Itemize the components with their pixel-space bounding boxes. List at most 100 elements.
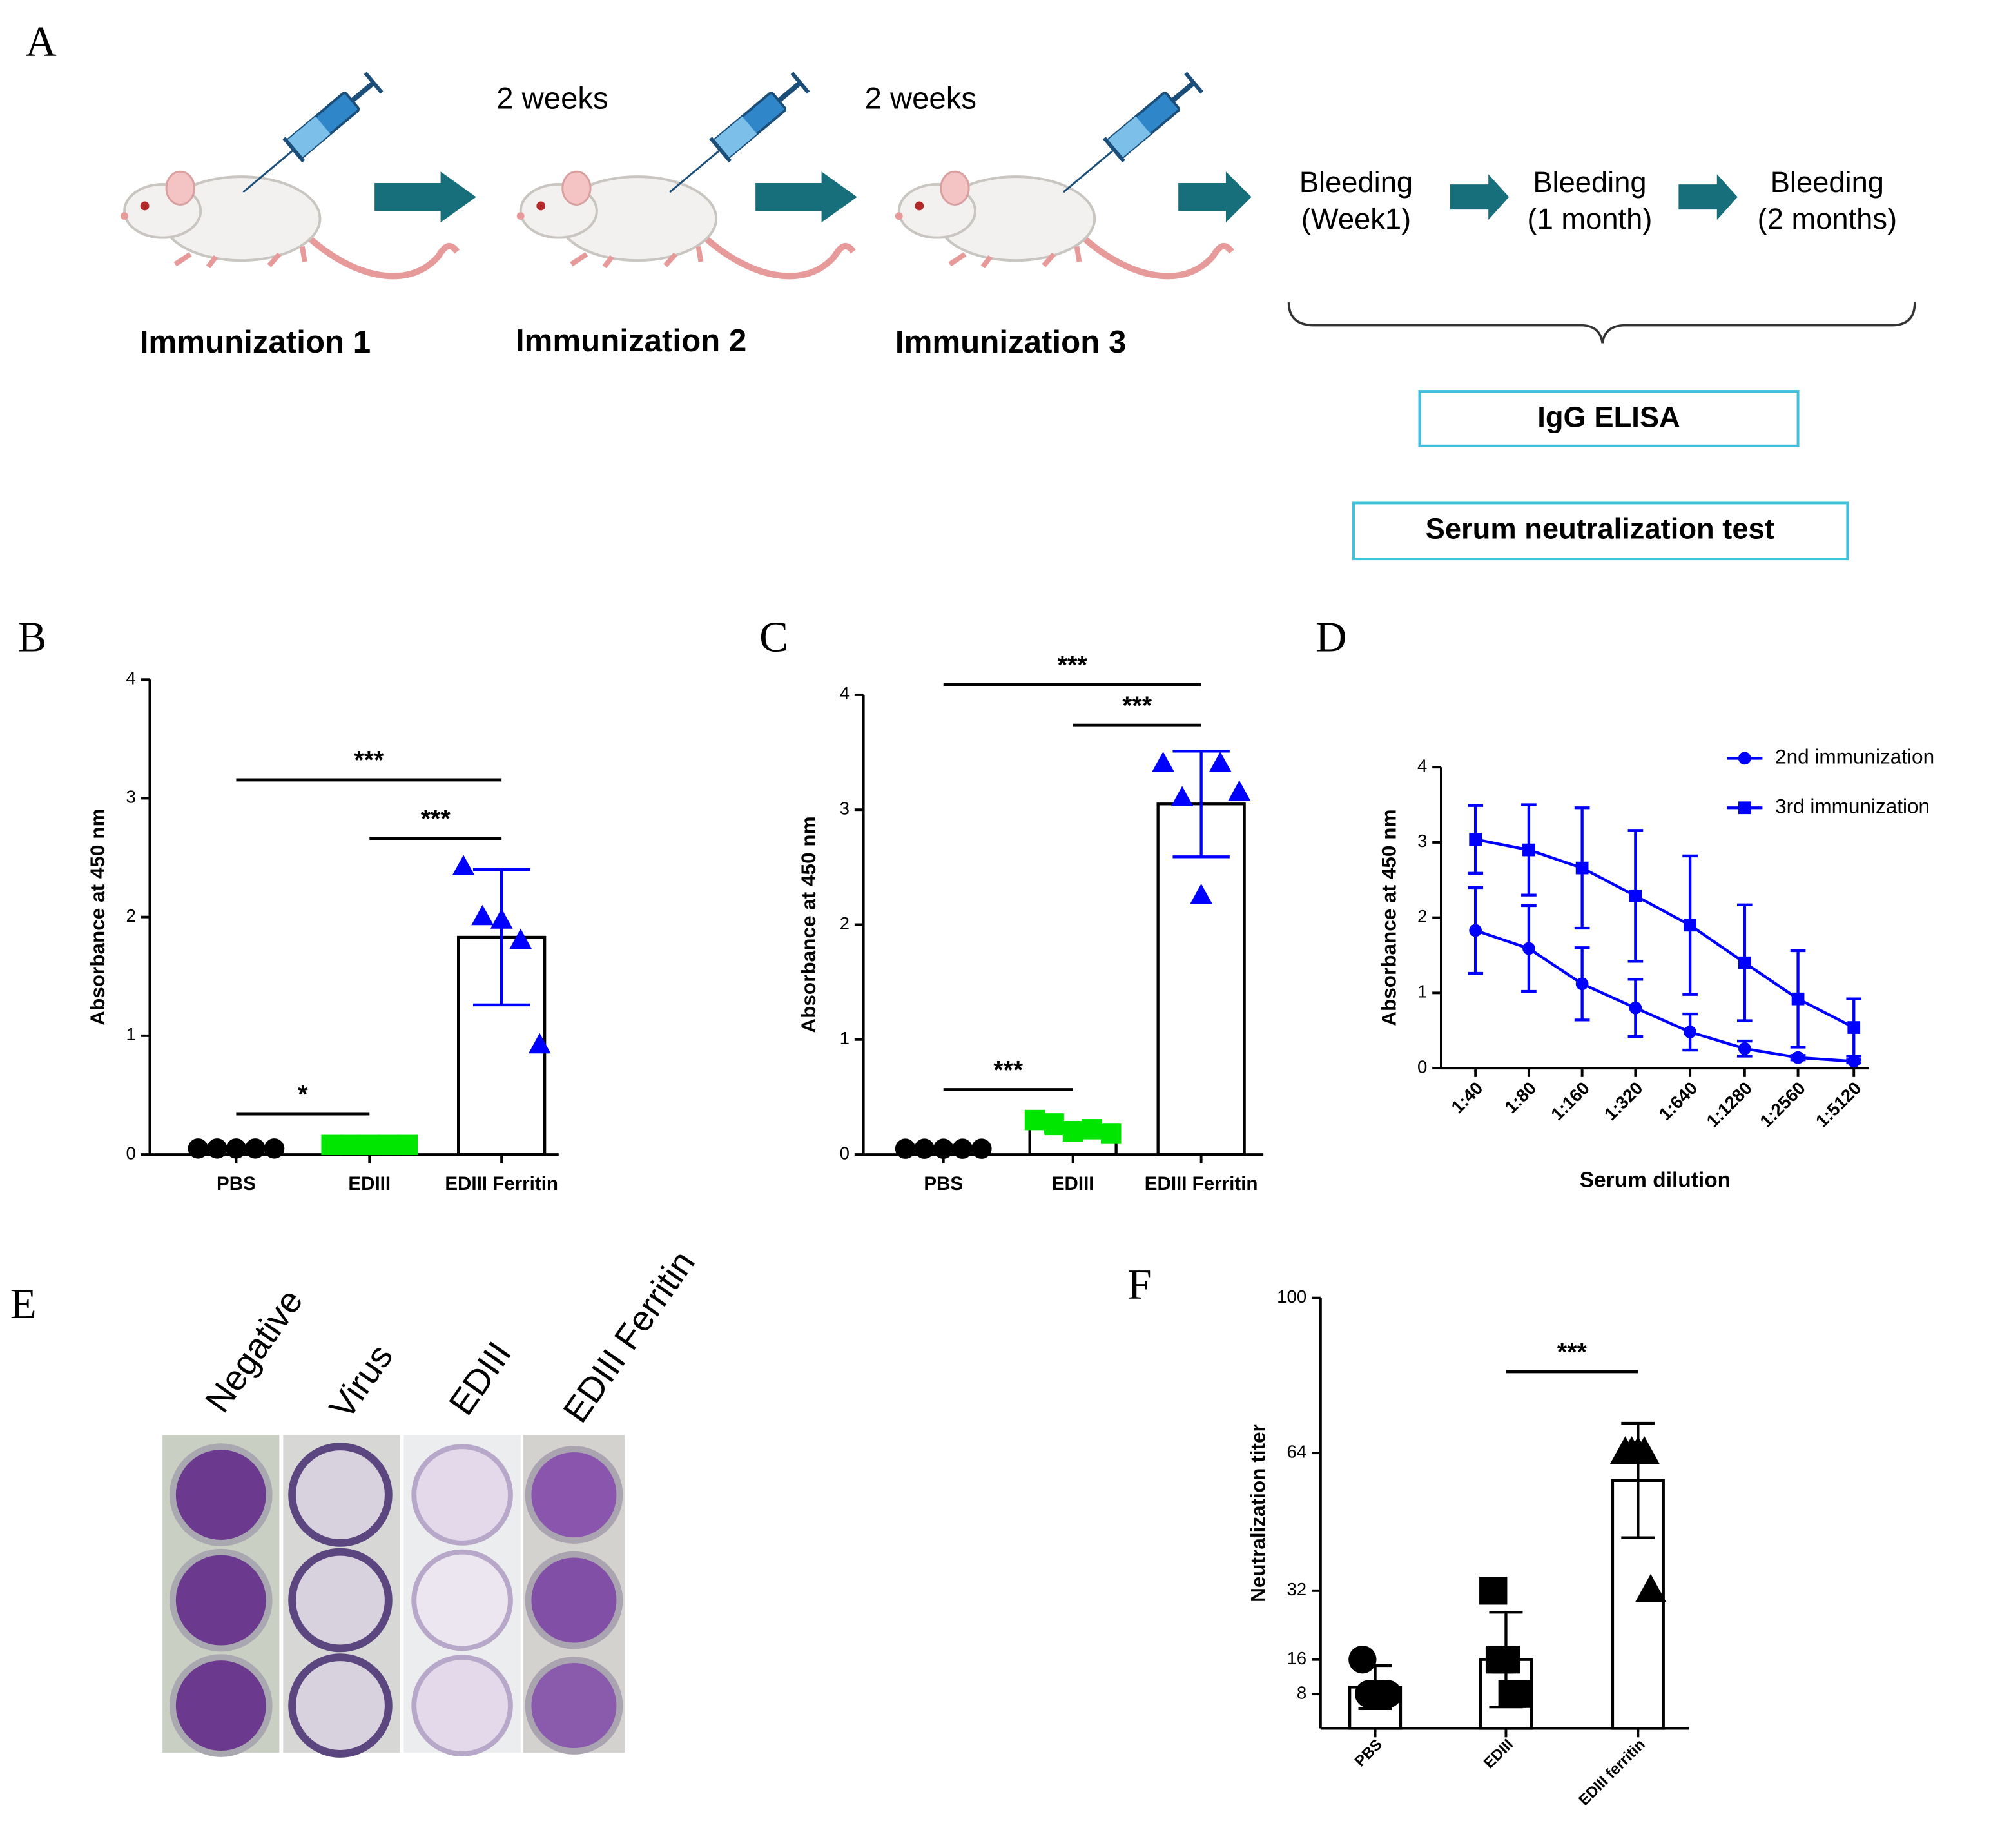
arrow <box>1450 174 1510 220</box>
x-tick-label: 1:80 <box>1501 1078 1540 1117</box>
well <box>411 1444 513 1546</box>
x-tick-label: 1:40 <box>1447 1078 1486 1117</box>
y-tick-label: 4 <box>1417 755 1427 775</box>
y-tick-label: 3 <box>840 798 850 818</box>
brace <box>1287 302 1916 344</box>
legend-marker <box>1738 752 1751 765</box>
x-tick-label: 1:320 <box>1600 1078 1647 1124</box>
x-tick-label: 1:2560 <box>1756 1078 1809 1131</box>
point <box>1635 1573 1666 1602</box>
point <box>1374 1680 1402 1708</box>
assay-box <box>1418 390 1800 447</box>
x-tick-label: 1:160 <box>1547 1078 1593 1124</box>
point <box>1469 833 1482 846</box>
interval-label: 2 weeks <box>865 81 976 115</box>
arrow <box>1678 174 1738 220</box>
y-tick-label: 2 <box>840 913 850 933</box>
point <box>1629 1436 1660 1464</box>
point <box>1522 942 1535 955</box>
point <box>1101 1123 1122 1144</box>
column-label: EDIII <box>441 1334 519 1422</box>
y-tick-label: 1 <box>840 1028 850 1048</box>
assay-label: IgG ELISA <box>1537 400 1680 433</box>
point <box>340 1134 361 1156</box>
well <box>169 1443 273 1546</box>
well <box>288 1548 393 1653</box>
y-tick-label: 32 <box>1287 1579 1306 1599</box>
bleeding-label: Bleeding (2 months) <box>1758 166 1898 235</box>
point <box>1738 1042 1751 1055</box>
well <box>411 1655 513 1756</box>
panel-label: A <box>25 18 56 66</box>
panel-label: D <box>1316 614 1346 661</box>
arrow <box>755 171 857 223</box>
point <box>1575 977 1589 991</box>
well <box>169 1654 273 1757</box>
arrow <box>1178 171 1252 223</box>
y-tick-label: 1 <box>126 1024 135 1044</box>
point <box>1791 992 1805 1006</box>
well <box>525 1657 623 1755</box>
y-tick-label: 0 <box>1417 1056 1427 1076</box>
well <box>525 1551 623 1649</box>
point <box>895 1138 916 1159</box>
x-tick-label: PBS <box>924 1173 963 1194</box>
significance-label: * <box>298 1080 308 1109</box>
well <box>288 1653 393 1758</box>
series-line <box>1475 929 1854 1063</box>
point <box>1190 884 1212 904</box>
legend-marker <box>1738 801 1751 815</box>
x-tick-label: PBS <box>1352 1736 1386 1770</box>
y-tick-label: 16 <box>1287 1648 1306 1668</box>
y-axis-label: Absorbance at 450 nm <box>797 816 820 1033</box>
well <box>411 1549 513 1651</box>
panel-label: E <box>10 1280 37 1328</box>
error-bar <box>472 868 530 1007</box>
panel-label: F <box>1127 1261 1151 1308</box>
y-tick-label: 3 <box>126 787 135 807</box>
point <box>1684 919 1696 932</box>
point <box>1062 1121 1083 1142</box>
bleeding-label: Bleeding (1 month) <box>1528 166 1653 235</box>
point <box>452 855 475 875</box>
step-label: Immunization 1 <box>140 324 371 360</box>
y-axis-label: Absorbance at 450 nm <box>1377 810 1401 1026</box>
y-tick-label: 4 <box>126 668 135 688</box>
x-tick-label: EDIII Ferritin <box>1145 1173 1258 1194</box>
point <box>1228 780 1251 801</box>
y-tick-label: 0 <box>126 1143 135 1163</box>
interval-label: 2 weeks <box>496 81 608 115</box>
point <box>971 1138 992 1159</box>
point <box>1170 786 1194 806</box>
y-tick-label: 0 <box>840 1143 850 1163</box>
x-tick-label: EDIII <box>1481 1736 1517 1772</box>
point <box>914 1138 935 1159</box>
significance-label: *** <box>421 804 451 833</box>
y-axis-label: Neutralization titer <box>1247 1424 1270 1602</box>
column-label: Virus <box>322 1337 400 1426</box>
point <box>528 1033 551 1054</box>
y-tick-label: 4 <box>840 683 850 703</box>
legend-label: 2nd immunization <box>1775 745 1934 768</box>
panel-label: C <box>759 614 788 661</box>
point <box>1575 861 1589 875</box>
bleeding-line: (1 month) <box>1528 202 1653 235</box>
arrow <box>374 171 476 223</box>
point <box>490 908 513 929</box>
point <box>397 1134 418 1156</box>
x-axis-label: Serum dilution <box>1580 1168 1731 1192</box>
point <box>1044 1113 1064 1134</box>
legend-label: 3rd immunization <box>1775 795 1930 818</box>
point <box>1469 924 1482 937</box>
point <box>1847 1021 1861 1034</box>
point <box>1209 751 1232 772</box>
step-label: Immunization 2 <box>516 323 746 358</box>
point <box>1629 1001 1642 1015</box>
bleeding-line: Bleeding <box>1771 166 1884 199</box>
point <box>321 1134 342 1156</box>
y-tick-label: 3 <box>1417 831 1427 851</box>
significance-label: *** <box>993 1056 1024 1084</box>
point <box>188 1138 209 1159</box>
column-label: EDIII Ferritin <box>555 1243 702 1430</box>
column-label: Negative <box>197 1281 311 1419</box>
